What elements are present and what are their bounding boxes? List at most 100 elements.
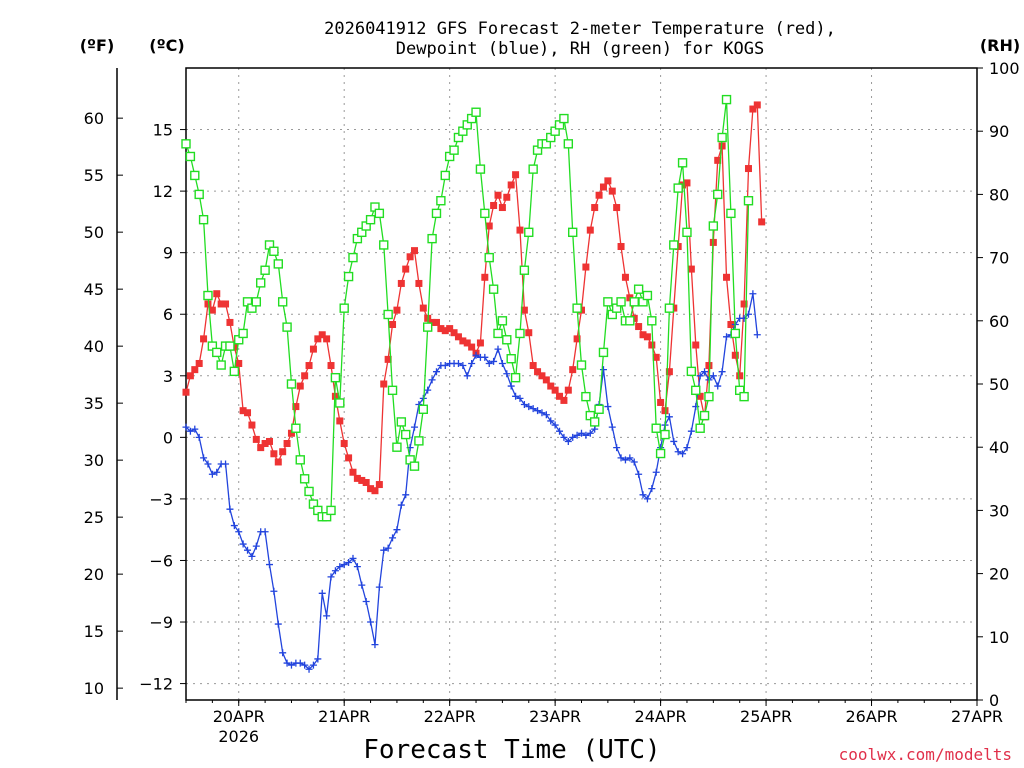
dewpoint-point [556, 427, 564, 435]
relative-humidity-point [383, 309, 393, 320]
temperature-point [736, 372, 744, 380]
relative-humidity-point [510, 372, 521, 383]
temperature-point [485, 222, 493, 230]
relative-humidity-point [708, 221, 719, 231]
relative-humidity-point [572, 303, 582, 313]
temperature-point [692, 341, 700, 349]
celsius-tick-label: −6 [149, 551, 173, 570]
relative-humidity-point [387, 385, 398, 396]
dewpoint-point [239, 540, 247, 548]
relative-humidity-point [691, 385, 701, 396]
dewpoint-point [696, 372, 704, 380]
temperature-point [450, 329, 458, 337]
relative-humidity-point [660, 429, 670, 440]
relative-humidity-point [185, 151, 196, 162]
temperature-point [244, 409, 252, 417]
relative-humidity-point [594, 404, 604, 414]
relative-humidity-point [629, 297, 639, 307]
x-axis-label: Forecast Time (UTC) [363, 735, 660, 765]
fahrenheit-tick-label: 35 [84, 394, 104, 413]
dewpoint-point [340, 561, 348, 569]
temperature-point [327, 362, 335, 370]
relative-humidity-point [726, 208, 736, 219]
relative-humidity-point [422, 322, 433, 332]
rh-tick-label: 10 [989, 628, 1009, 647]
relative-humidity-point [633, 284, 644, 294]
dewpoint-point [393, 526, 401, 534]
relative-humidity-point [291, 423, 301, 433]
fahrenheit-tick-label: 25 [84, 508, 104, 527]
x-tick-label: 22APR [424, 707, 476, 726]
relative-humidity-point [576, 360, 587, 370]
relative-humidity-point [598, 347, 609, 358]
temperature-point [208, 306, 216, 314]
x-tick-sublabel: 2026 [218, 727, 259, 746]
temperature-point [441, 327, 449, 335]
rh-tick-label: 60 [989, 312, 1009, 331]
x-tick-label: 24APR [635, 707, 687, 726]
relative-humidity-point [616, 297, 626, 307]
temperature-point [261, 440, 269, 448]
temperature-point [639, 331, 647, 339]
dewpoint-point [472, 351, 480, 359]
temperature-point [336, 417, 344, 425]
relative-humidity-point [713, 189, 723, 200]
dewpoint-point [481, 353, 489, 361]
temperature-point [415, 279, 423, 287]
temperature-point [731, 351, 739, 359]
dewpoint-point [230, 522, 238, 530]
relative-humidity-point [440, 170, 450, 181]
dewpoint-point [630, 458, 638, 466]
relative-humidity-point [721, 94, 732, 105]
temperature-point [274, 458, 282, 466]
dewpoint-point [428, 376, 436, 384]
temperature-point [191, 366, 199, 374]
temperature-point [182, 388, 190, 396]
x-tick-label: 26APR [845, 707, 897, 726]
temperature-point [437, 325, 445, 333]
temperature-point [384, 355, 392, 363]
relative-humidity-point [229, 366, 240, 377]
relative-humidity-point [396, 417, 407, 427]
temperature-point [301, 372, 309, 380]
celsius-tick-label: −12 [139, 675, 173, 694]
dewpoint-point [208, 470, 216, 478]
relative-humidity-point [484, 252, 494, 263]
temperature-point [520, 306, 528, 314]
dewpoint-point [490, 357, 498, 365]
relative-humidity-point [642, 290, 653, 301]
dewpoint-point [516, 394, 524, 402]
temperature-point [305, 362, 313, 370]
dewpoint-point [525, 403, 533, 411]
dewpoint-point [687, 427, 695, 435]
temperature-point [318, 331, 326, 339]
dewpoint-point [635, 470, 643, 478]
relative-humidity-point [277, 297, 288, 307]
dewpoint-point [191, 425, 199, 433]
relative-humidity-point [695, 423, 705, 433]
relative-humidity-point [563, 139, 574, 149]
temperature-point [454, 333, 462, 341]
temperature-point [564, 386, 572, 394]
temperature-point [222, 300, 230, 308]
relative-humidity-point [647, 316, 657, 326]
dewpoint-point [503, 370, 511, 378]
dewpoint-point [459, 362, 467, 370]
temperature-point [534, 368, 542, 376]
dewpoint-point [309, 661, 317, 669]
temperature-point [740, 300, 748, 308]
dewpoint-point [578, 429, 585, 437]
relative-humidity-point [269, 246, 279, 256]
relative-humidity-point [686, 366, 697, 377]
dewpoint-point [195, 433, 203, 441]
temperature-point [652, 353, 660, 361]
temperature-point [200, 335, 208, 343]
temperature-point [283, 440, 291, 448]
temperature-point [687, 265, 695, 273]
dewpoint-point [261, 528, 269, 536]
relative-humidity-point [677, 158, 688, 168]
dewpoint-point [349, 554, 357, 562]
celsius-tick-label: 0 [163, 428, 173, 447]
dewpoint-point [551, 421, 559, 429]
temperature-point [279, 448, 287, 456]
